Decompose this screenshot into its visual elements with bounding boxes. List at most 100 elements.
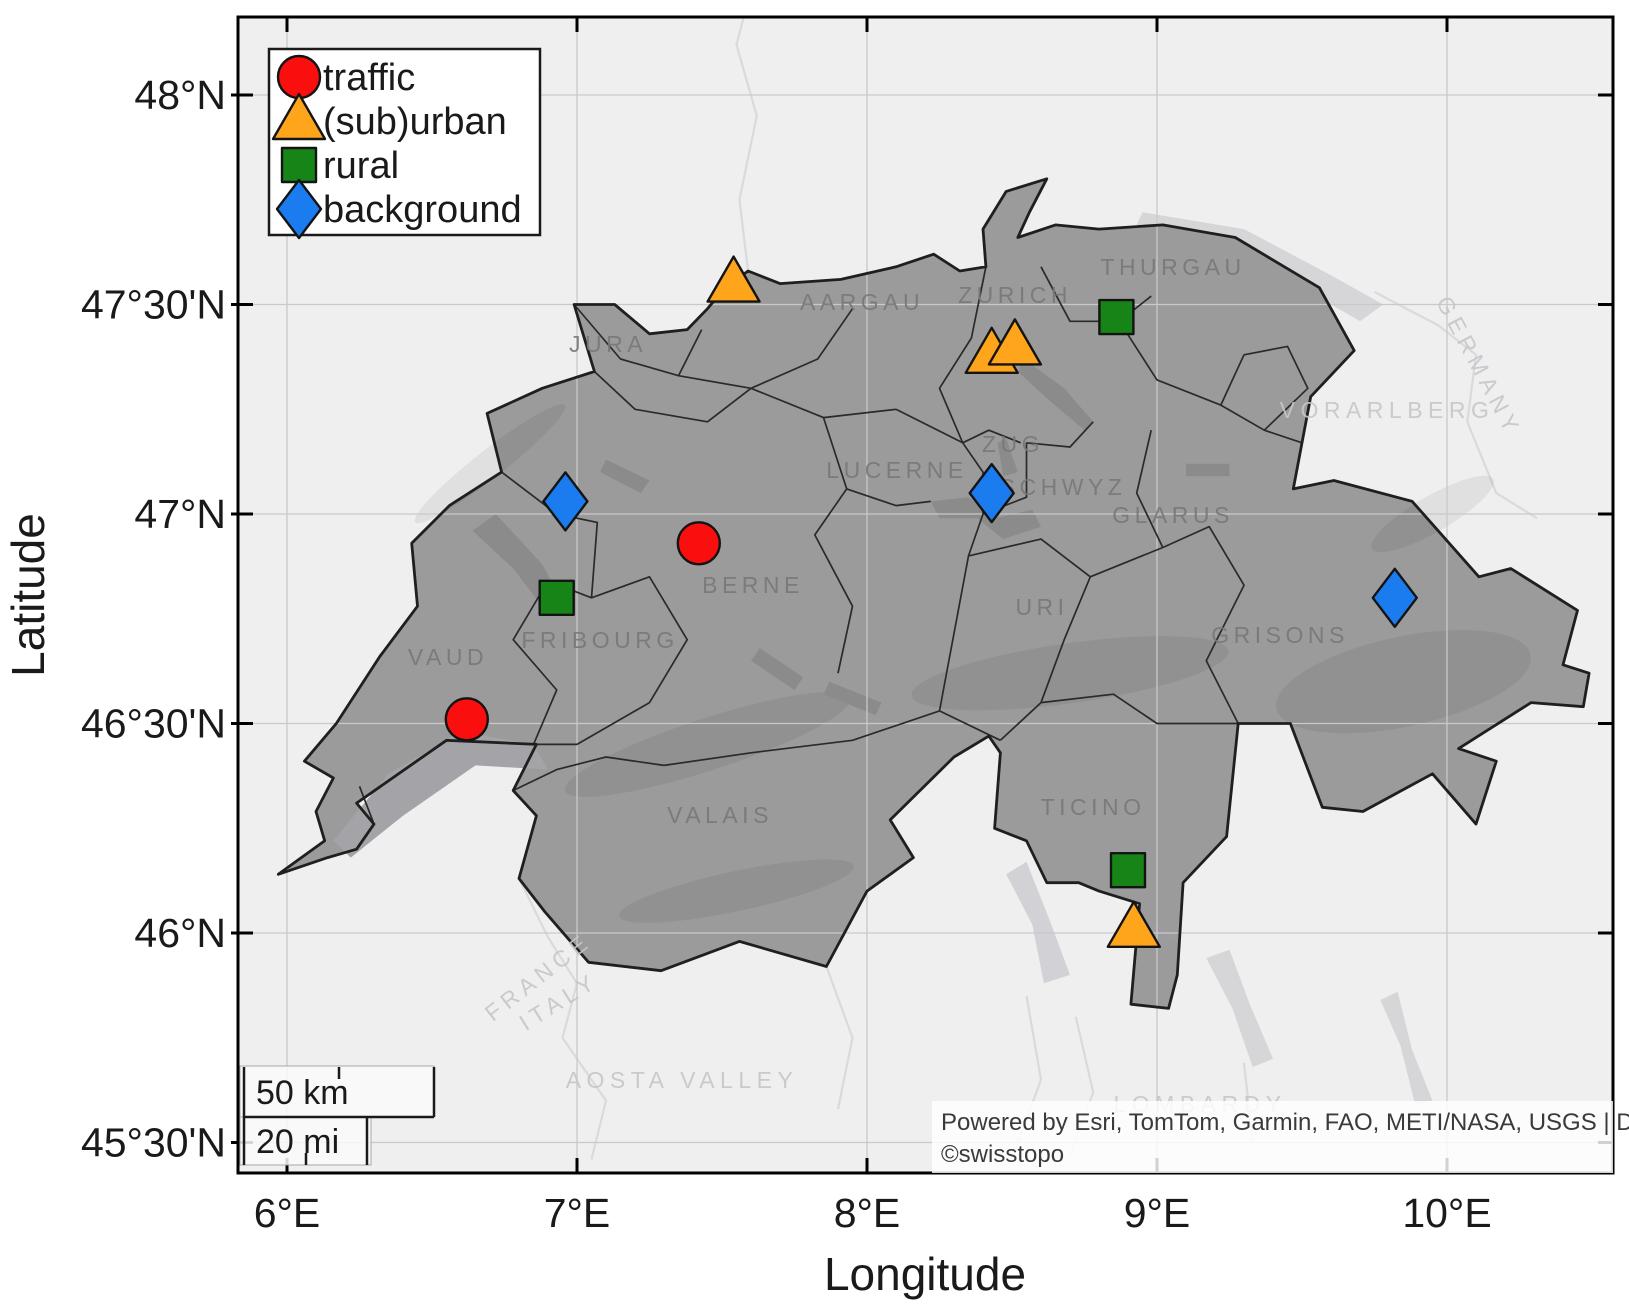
region-label: VORARLBERG bbox=[1280, 397, 1495, 423]
scale-bar: 50 km 20 mi bbox=[239, 1065, 436, 1166]
switzerland-layer bbox=[278, 178, 1590, 1009]
scale-km-box bbox=[239, 1065, 435, 1118]
y-tick-label: 47°N bbox=[134, 491, 226, 537]
lake-como bbox=[1206, 949, 1273, 1068]
legend-label: rural bbox=[323, 145, 399, 187]
legend-marker-diamond bbox=[275, 178, 323, 240]
lake-walensee bbox=[1186, 463, 1230, 477]
canton-border bbox=[846, 488, 931, 507]
lake-zurich bbox=[1017, 359, 1094, 431]
canton-label: URI bbox=[1015, 594, 1068, 620]
relief-shading bbox=[619, 859, 854, 923]
attribution-line1: Powered by Esri, TomTom, Garmin, FAO, ME… bbox=[941, 1109, 1629, 1136]
station-marker-diamond bbox=[968, 462, 1015, 524]
foreign-border bbox=[1373, 290, 1538, 520]
attribution-background bbox=[932, 1101, 1613, 1173]
canton-border bbox=[895, 408, 1022, 444]
x-tick-label: 8°E bbox=[834, 1190, 901, 1236]
scale-mi-label: 20 mi bbox=[256, 1123, 339, 1161]
station-marker-square bbox=[538, 579, 575, 616]
y-tick-label: 45°30'N bbox=[81, 1120, 226, 1166]
region-label: AOSTA VALLEY bbox=[566, 1067, 799, 1093]
attribution-line2: ©swisstopo bbox=[941, 1141, 1064, 1168]
switzerland-border bbox=[276, 177, 1591, 1010]
legend-label: background bbox=[323, 189, 522, 231]
canton-label: SCHWYZ bbox=[1000, 474, 1127, 500]
canton-label: ZURICH bbox=[958, 282, 1072, 308]
x-axis-title: Longitude bbox=[824, 1248, 1026, 1300]
foreign-border bbox=[518, 878, 608, 1160]
station-marker-square bbox=[1098, 298, 1135, 336]
station-marker-triangle bbox=[1106, 900, 1161, 948]
y-tick-label: 48°N bbox=[134, 72, 226, 118]
y-tick-label: 47°30'N bbox=[81, 282, 226, 328]
station-marker-triangle bbox=[706, 255, 761, 303]
legend-marker-triangle bbox=[271, 92, 327, 141]
foreign-border bbox=[825, 966, 854, 1110]
relief-shading bbox=[1275, 629, 1532, 734]
canton-label: GRISONS bbox=[1211, 622, 1349, 648]
canton-label: BERNE bbox=[702, 572, 804, 598]
station-marker-circle bbox=[676, 521, 721, 566]
scale-bar-ruler bbox=[242, 1067, 436, 1165]
station-markers-layer bbox=[444, 255, 1418, 948]
lake-zug bbox=[997, 438, 1018, 477]
plot-frame bbox=[236, 15, 1615, 1175]
lake-geneva bbox=[333, 731, 548, 858]
legend-marker-square bbox=[280, 146, 318, 184]
canton-border bbox=[512, 756, 665, 792]
x-tick-label: 10°E bbox=[1402, 1190, 1491, 1236]
canton-border bbox=[1040, 266, 1152, 323]
x-tick-label: 9°E bbox=[1124, 1190, 1191, 1236]
canton-label: THURGAU bbox=[1100, 254, 1245, 280]
relief-shading bbox=[911, 636, 1229, 711]
canton-label: VAUD bbox=[408, 644, 488, 670]
y-tick-label: 46°30'N bbox=[81, 701, 226, 747]
canton-border bbox=[1220, 345, 1309, 431]
station-marker-diamond bbox=[542, 471, 589, 532]
station-marker-circle bbox=[444, 697, 489, 742]
canton-border bbox=[1040, 693, 1239, 725]
canton-border bbox=[813, 417, 854, 674]
lake-maggiore bbox=[1006, 861, 1070, 984]
canton-border bbox=[536, 575, 689, 746]
lake-lucerne bbox=[930, 497, 1041, 540]
canton-label: GLARUS bbox=[1112, 502, 1234, 528]
station-marker-square bbox=[1109, 852, 1147, 889]
lake-thun bbox=[751, 648, 804, 690]
x-tick-label: 7°E bbox=[544, 1190, 611, 1236]
y-tick-label: 46°N bbox=[134, 910, 226, 956]
canton-border bbox=[358, 785, 375, 825]
canton-label: JURA bbox=[569, 331, 647, 357]
station-marker-diamond bbox=[1371, 567, 1418, 628]
legend-label: traffic bbox=[323, 57, 415, 99]
y-axis-title: Latitude bbox=[2, 513, 54, 677]
canton-border bbox=[938, 266, 987, 444]
canton-label: VALAIS bbox=[667, 802, 773, 828]
y-tick-labels: 48°N 47°30'N 47°N 46°30'N 46°N 45°30'N bbox=[81, 72, 226, 1166]
canton-border bbox=[938, 555, 970, 712]
x-tick-label: 6°E bbox=[254, 1190, 321, 1236]
foreign-border bbox=[735, 17, 758, 272]
attribution: Powered by Esri, TomTom, Garmin, FAO, ME… bbox=[932, 1101, 1629, 1173]
lake-biel bbox=[600, 459, 650, 494]
switzerland-fill bbox=[278, 178, 1590, 1009]
canton-border bbox=[573, 303, 703, 377]
lake-iseo bbox=[1380, 991, 1433, 1105]
canton-label: LUCERNE bbox=[826, 457, 967, 483]
scale-km-label: 50 km bbox=[256, 1074, 349, 1112]
canton-border bbox=[678, 308, 854, 390]
canton-label: TICINO bbox=[1041, 794, 1146, 820]
canton-border bbox=[750, 387, 897, 419]
legend-label: (sub)urban bbox=[323, 101, 507, 143]
canton-border bbox=[1162, 525, 1245, 724]
canton-label: ZUG bbox=[982, 431, 1044, 457]
canton-label: AARGAU bbox=[800, 289, 924, 315]
canton-border bbox=[1089, 546, 1164, 578]
canton-border bbox=[593, 370, 752, 423]
canton-border bbox=[663, 710, 1001, 767]
canton-label: FRIBOURG bbox=[521, 627, 678, 653]
